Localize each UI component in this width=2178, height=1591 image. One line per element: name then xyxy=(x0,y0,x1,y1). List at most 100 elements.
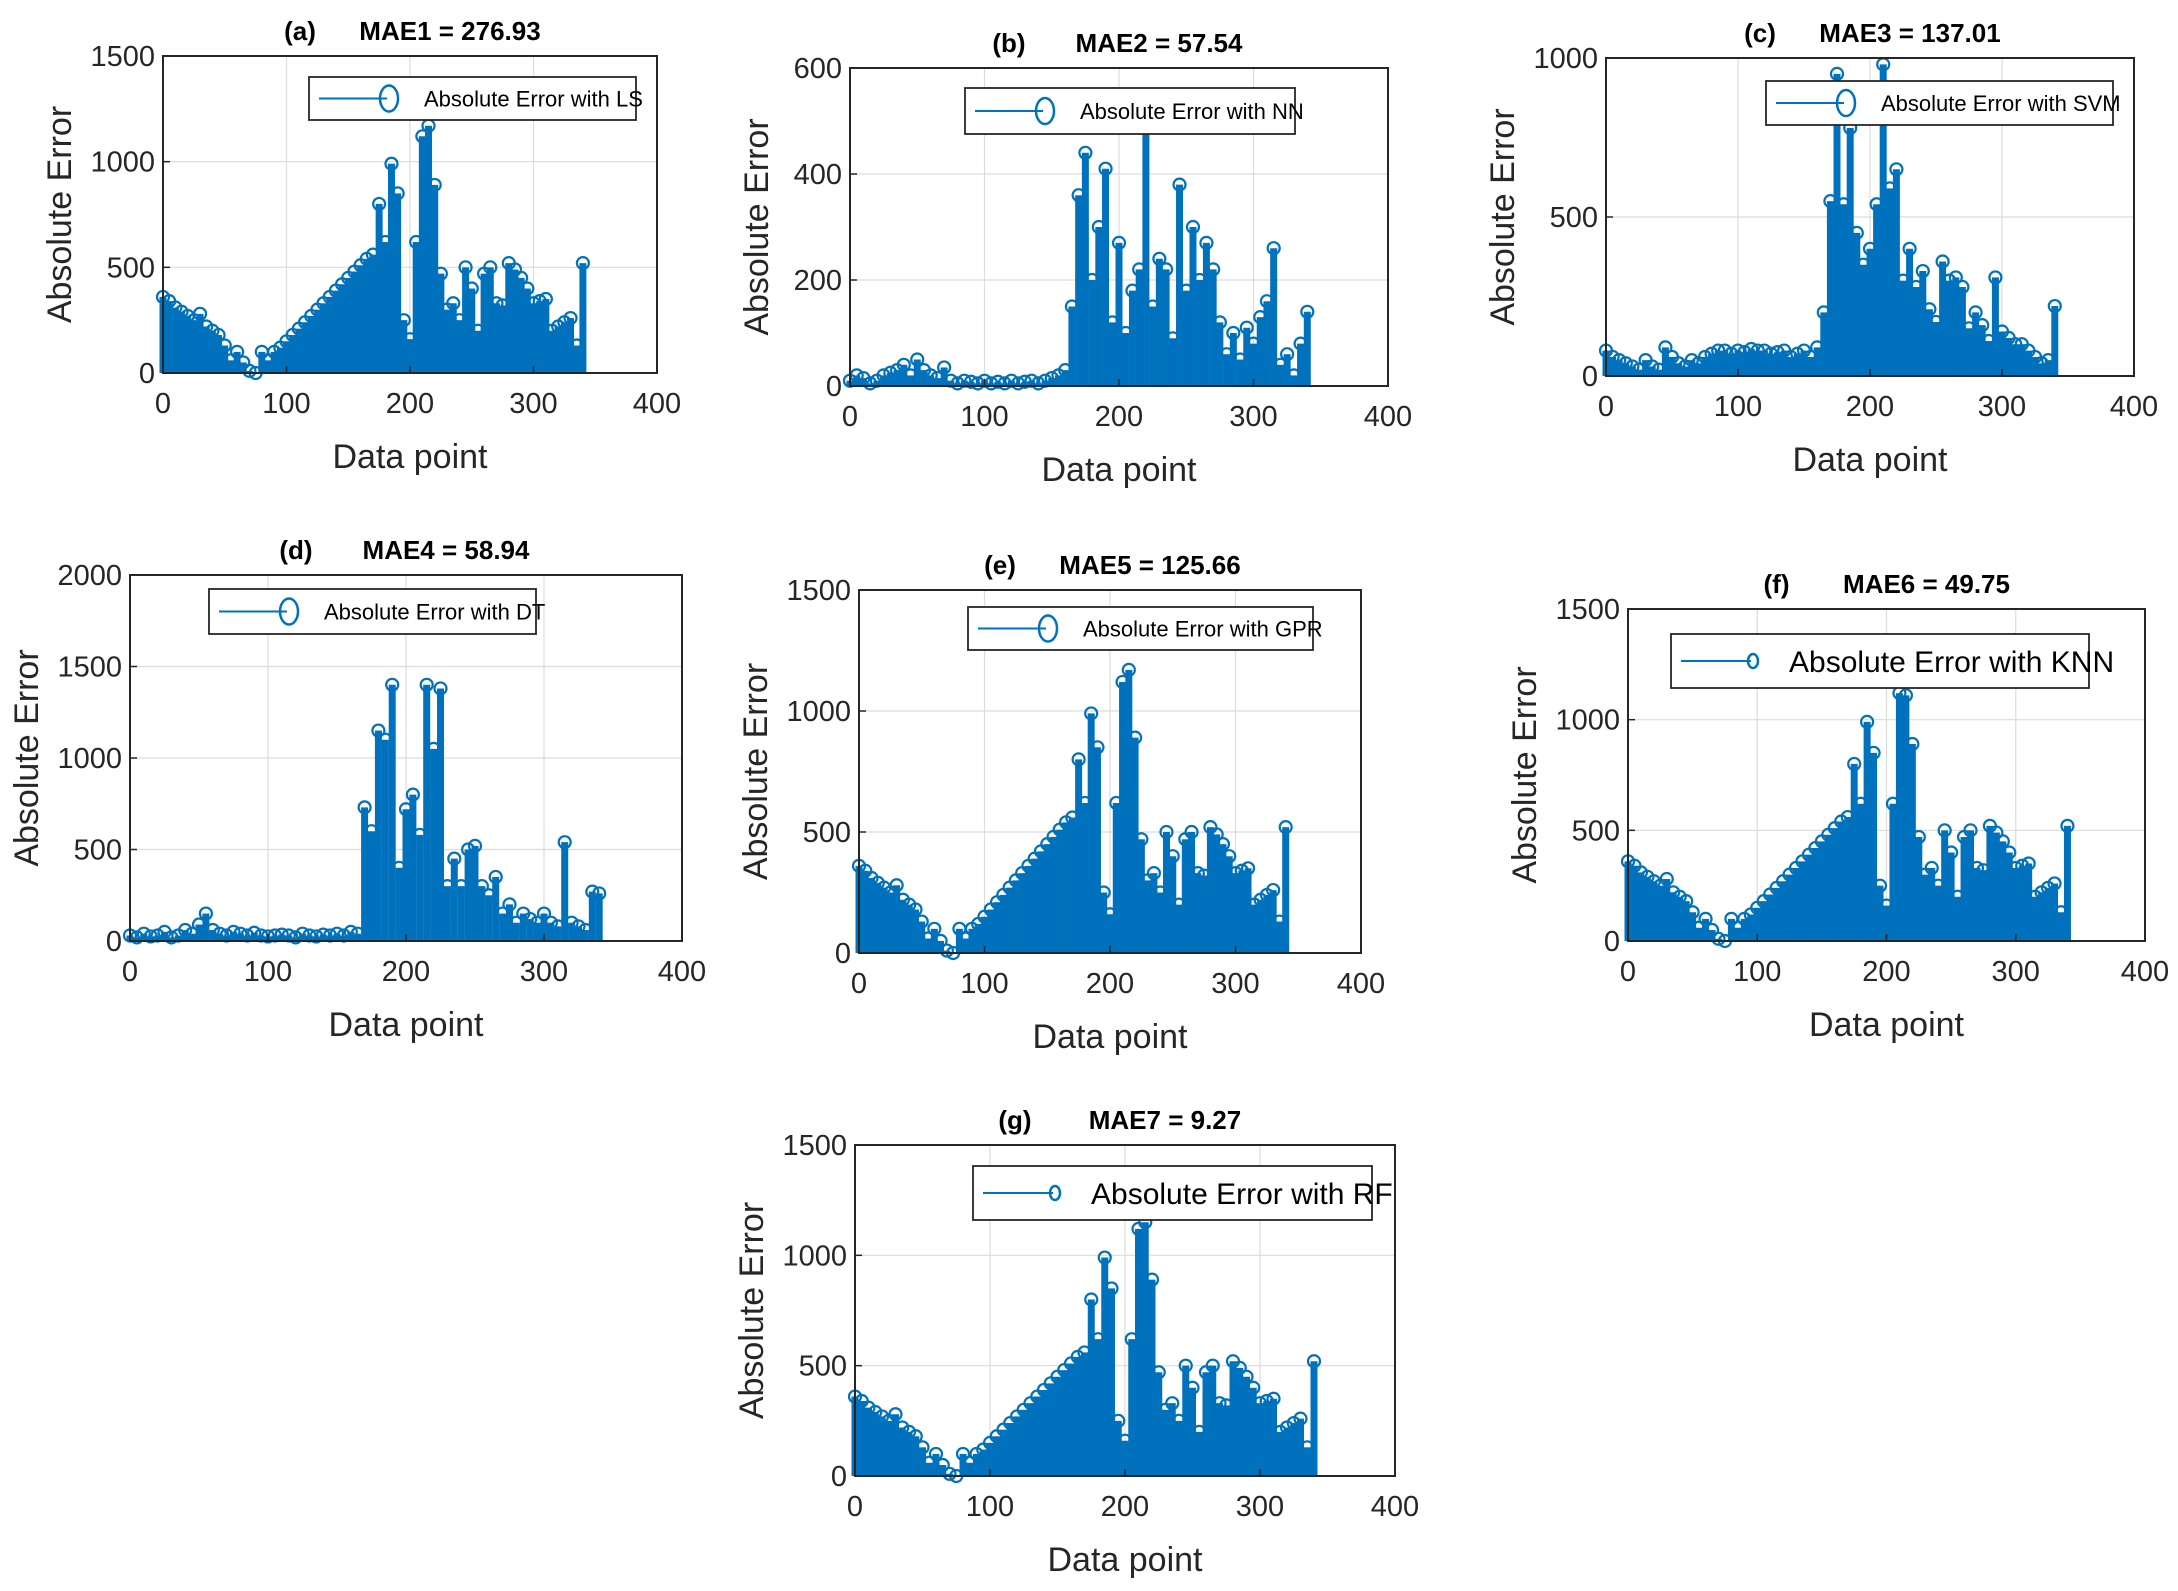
stem-marker xyxy=(1259,1393,1274,1409)
stem-marker xyxy=(1090,740,1105,755)
legend-label: Absolute Error with LS xyxy=(424,87,643,112)
legend: Absolute Error with GPR xyxy=(967,606,1323,651)
stem-marker xyxy=(488,869,503,885)
stem-marker xyxy=(433,681,448,696)
stem-marker xyxy=(378,234,393,250)
stem-marker xyxy=(2041,353,2056,368)
x-tick-label: 100 xyxy=(262,388,310,420)
stem-marker xyxy=(1790,346,1805,361)
stem-marker xyxy=(1704,346,1719,361)
y-tick-label: 1500 xyxy=(57,652,122,684)
legend: Absolute Error with RF xyxy=(972,1165,1393,1221)
y-tick-label: 1000 xyxy=(57,743,122,775)
y-tick-label: 1000 xyxy=(1555,705,1620,737)
stem-marker xyxy=(564,915,579,930)
stem-marker xyxy=(1300,1440,1315,1455)
stem-marker xyxy=(481,888,496,903)
stem-marker xyxy=(1219,347,1234,362)
stem-marker xyxy=(427,177,442,193)
x-tick-label: 0 xyxy=(847,1491,863,1523)
stem-marker xyxy=(1905,736,1920,752)
x-tick-label: 300 xyxy=(1978,391,2026,423)
stem-marker xyxy=(1698,911,1713,926)
stem-marker xyxy=(433,266,448,281)
x-tick-label: 0 xyxy=(122,956,138,988)
chart-title: MAE6 = 49.75 xyxy=(1843,569,2010,599)
stem-marker xyxy=(1232,352,1248,367)
stem-marker xyxy=(1823,194,1838,209)
stem-marker xyxy=(1215,836,1231,852)
legend-marker-icon xyxy=(1048,1184,1062,1202)
x-axis-label: Data point xyxy=(1809,1006,1965,1044)
x-tick-label: 400 xyxy=(1337,968,1385,1000)
stem-marker xyxy=(1058,363,1073,378)
y-tick-label: 400 xyxy=(794,159,842,191)
stem-marker xyxy=(1185,1380,1200,1395)
stem-marker xyxy=(470,323,486,338)
stem-marker xyxy=(1882,181,1897,196)
x-tick-label: 300 xyxy=(1992,956,2040,988)
stem-marker xyxy=(1266,1391,1281,1406)
stem-marker xyxy=(226,924,241,939)
x-tick-label: 100 xyxy=(966,1491,1014,1523)
stem-marker xyxy=(1737,345,1752,360)
stem-marker xyxy=(2008,860,2023,876)
stem-marker xyxy=(1044,370,1059,386)
stem-marker xyxy=(426,741,441,756)
stem-marker xyxy=(1192,1424,1207,1439)
stem-marker xyxy=(928,1446,944,1462)
stem-marker xyxy=(1763,346,1779,361)
stem-marker xyxy=(1915,263,1930,279)
stem-marker xyxy=(1097,1250,1112,1265)
stem-marker xyxy=(1879,898,1894,913)
stem-marker xyxy=(1105,315,1120,330)
legend-label: Absolute Error with KNN xyxy=(1789,646,2114,679)
stem-marker xyxy=(385,677,400,692)
stem-marker xyxy=(1856,257,1871,272)
y-tick-label: 600 xyxy=(794,53,842,85)
y-tick-label: 0 xyxy=(835,938,851,970)
stem-marker xyxy=(390,186,405,201)
y-tick-label: 1500 xyxy=(1555,594,1620,626)
stem-marker xyxy=(1717,343,1732,358)
stem-marker xyxy=(2008,337,2023,352)
stem-marker xyxy=(1981,333,1996,349)
stem-marker xyxy=(1232,1360,1247,1375)
chart-title: MAE5 = 125.66 xyxy=(1059,550,1240,580)
legend: Absolute Error with DT xyxy=(208,588,545,635)
stem-marker xyxy=(1171,1413,1187,1428)
stem-marker xyxy=(392,860,407,875)
stem-marker xyxy=(1711,343,1726,358)
legend-label: Absolute Error with SVM xyxy=(1881,91,2121,116)
stem-marker xyxy=(1102,907,1118,922)
stem-marker xyxy=(557,835,572,850)
stem-marker xyxy=(1625,359,1640,374)
stem-marker xyxy=(1860,714,1875,729)
x-tick-label: 200 xyxy=(386,388,434,420)
stem-marker xyxy=(1293,336,1308,351)
stem-marker xyxy=(1266,241,1281,256)
stem-marker xyxy=(2015,858,2030,873)
stem-marker xyxy=(2047,298,2062,314)
stem-marker xyxy=(136,926,151,941)
panel-label: (a) xyxy=(284,16,316,46)
x-tick-label: 0 xyxy=(842,401,858,433)
stem-marker xyxy=(1935,254,1950,269)
subplot-d: 0 100 200 300 400 0 500 1000 1500 2000 Data point A… xyxy=(8,535,706,1044)
stem-marker xyxy=(1259,294,1275,309)
stem-marker xyxy=(1744,341,1759,357)
panel-label: (f) xyxy=(1764,569,1790,599)
stem-marker xyxy=(461,842,476,857)
stem-marker xyxy=(1944,845,1959,860)
stem-marker xyxy=(1816,305,1831,320)
stem-marker xyxy=(1165,331,1180,346)
stem-marker xyxy=(454,878,469,894)
x-tick-label: 0 xyxy=(155,388,171,420)
stem-marker xyxy=(1077,1345,1092,1360)
stem-marker xyxy=(1124,1332,1139,1347)
stem-marker xyxy=(1976,863,1991,878)
stem-marker xyxy=(396,313,411,328)
stem-marker xyxy=(1185,219,1201,235)
stem-marker xyxy=(937,360,952,375)
